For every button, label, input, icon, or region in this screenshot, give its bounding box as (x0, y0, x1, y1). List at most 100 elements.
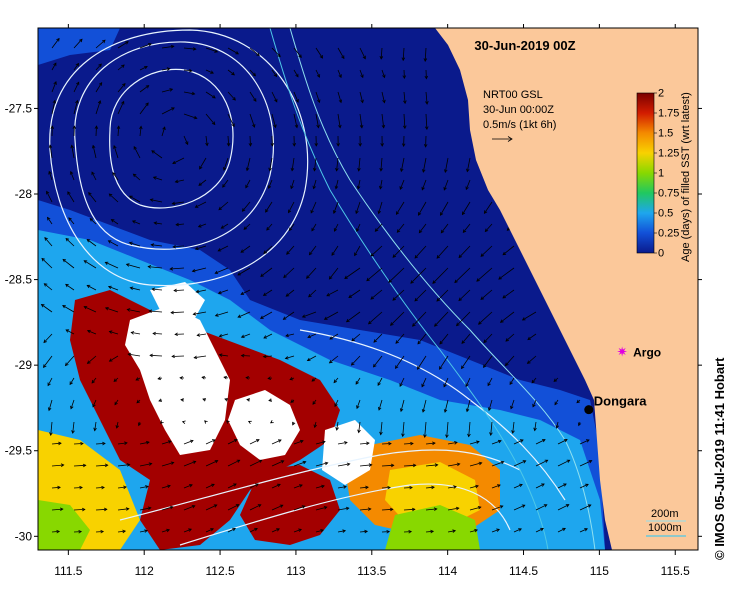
current-vector (351, 355, 361, 366)
current-vector (447, 463, 460, 467)
current-vector-head (576, 399, 580, 404)
current-vector (359, 508, 371, 511)
current-vector-head (367, 320, 372, 325)
current-vector-head (380, 143, 384, 147)
current-vector (161, 462, 174, 467)
current-vector-head (497, 439, 502, 444)
current-vector (412, 311, 427, 327)
current-vector-head (553, 378, 558, 382)
current-vector (373, 333, 383, 343)
current-vector (485, 223, 493, 232)
current-vector-head (260, 273, 264, 277)
current-vector-head (566, 459, 571, 463)
colorbar-tick-label: 2 (658, 88, 664, 100)
current-vector-head (226, 142, 231, 147)
current-vector (443, 377, 449, 387)
current-vector-head (175, 222, 180, 227)
current-vector (175, 179, 185, 183)
current-vector-head (333, 379, 338, 384)
current-vector (400, 157, 405, 172)
current-vector-head (421, 383, 425, 388)
current-vector-head (444, 169, 448, 174)
current-vector (183, 69, 192, 72)
current-vector-head (211, 483, 215, 487)
current-vector (458, 245, 471, 258)
current-vector (513, 439, 524, 445)
current-vector-head (519, 483, 523, 488)
current-vector-head (417, 366, 421, 370)
current-vector (512, 421, 515, 434)
current-vector-head (439, 366, 443, 370)
current-vector-head (388, 279, 392, 283)
current-vector (86, 239, 97, 247)
current-vector-head (121, 100, 125, 105)
current-vector (381, 487, 391, 489)
current-vector (513, 528, 522, 533)
current-vector-head (107, 240, 112, 244)
argo-marker-icon (617, 346, 628, 357)
current-vector (193, 311, 207, 315)
current-vector (227, 113, 235, 127)
current-vector-head (222, 184, 226, 188)
current-vector-head (345, 506, 350, 511)
current-vector (154, 222, 163, 225)
current-vector-head (505, 338, 509, 342)
current-vector-head (263, 250, 267, 254)
current-vector-head (169, 88, 174, 92)
current-vector-head (233, 483, 237, 487)
current-vector-head (130, 331, 135, 335)
current-vector (218, 201, 229, 211)
current-vector (73, 487, 83, 489)
current-vector (337, 507, 349, 511)
current-vector (505, 355, 515, 366)
current-vector-head (181, 420, 186, 424)
current-vector (469, 529, 478, 533)
current-vector (307, 355, 317, 361)
current-vector-head (240, 334, 245, 338)
current-vector-head (286, 251, 290, 255)
current-vector (172, 157, 185, 164)
x-tick-label: 113 (286, 564, 305, 578)
current-vector (105, 307, 119, 313)
current-vector-head (334, 403, 338, 408)
current-vector (469, 485, 479, 489)
current-vector-head (292, 143, 297, 147)
current-vector (263, 289, 273, 296)
current-vector (199, 157, 207, 170)
current-vector (171, 311, 185, 314)
current-vector-head (476, 440, 480, 444)
current-vector-head (454, 279, 458, 284)
current-vector-head (357, 167, 361, 172)
current-vector-head (193, 355, 198, 360)
current-vector-head (381, 124, 386, 129)
current-vector (205, 528, 214, 533)
current-vector-head (217, 290, 222, 295)
current-vector-head (135, 377, 140, 381)
current-vector (73, 443, 84, 445)
current-vector (359, 47, 366, 59)
x-tick-label: 113.5 (357, 564, 386, 578)
current-vector (161, 45, 174, 49)
current-vector (285, 333, 295, 337)
current-vector (183, 528, 192, 533)
y-tick-label: -27.5 (5, 101, 33, 115)
current-vector (286, 245, 295, 255)
current-vector-head (400, 168, 404, 173)
current-vector-head (355, 380, 359, 385)
current-vector-head (452, 529, 457, 533)
dongara-label: Dongara (594, 394, 648, 409)
current-vector-head (308, 251, 313, 256)
current-vector (205, 135, 208, 146)
current-vector-head (526, 360, 531, 364)
current-vector (315, 113, 319, 128)
isobath-200m (289, 28, 596, 550)
current-vector (237, 267, 251, 276)
current-vector (285, 289, 295, 297)
current-vector-head (86, 360, 91, 364)
current-vector-head (131, 220, 136, 224)
current-vector (359, 91, 364, 103)
current-vector-head (79, 38, 83, 43)
current-vector-head (214, 313, 219, 317)
isobath-legend-200-label: 200m (651, 508, 679, 520)
current-vector-head (292, 421, 296, 426)
